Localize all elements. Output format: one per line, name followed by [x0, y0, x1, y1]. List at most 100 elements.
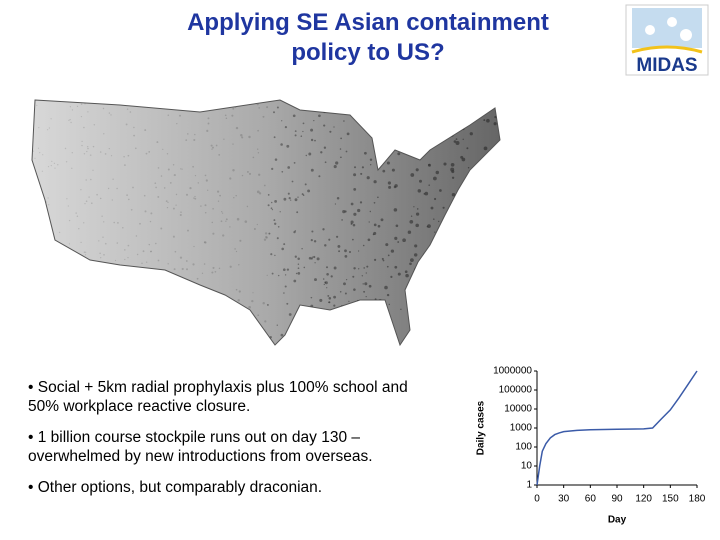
map-dot	[256, 190, 260, 194]
map-dot	[301, 193, 304, 196]
map-dot	[203, 241, 206, 244]
map-dot	[370, 164, 372, 166]
map-dot	[68, 243, 71, 245]
map-dot	[428, 184, 430, 186]
map-dot	[360, 172, 363, 175]
map-dot	[266, 274, 268, 277]
map-dot	[100, 257, 102, 259]
map-dot	[160, 296, 163, 300]
map-dot	[199, 314, 201, 316]
map-dot	[207, 117, 210, 120]
map-dot	[269, 336, 272, 339]
map-dot	[448, 308, 453, 313]
map-dot	[288, 313, 292, 316]
map-dot	[343, 282, 346, 286]
map-dot	[127, 256, 129, 259]
map-dot	[493, 122, 497, 126]
map-dot	[445, 123, 448, 126]
map-dot	[167, 168, 170, 171]
map-dot	[450, 259, 452, 261]
map-dot	[263, 184, 266, 187]
map-dot	[460, 288, 463, 291]
map-dot	[474, 238, 477, 241]
y-tick-label: 1	[526, 480, 532, 491]
map-dot	[366, 176, 370, 180]
map-dot	[439, 189, 442, 192]
map-dot	[36, 237, 38, 239]
map-dot	[148, 243, 151, 246]
map-dot	[104, 282, 106, 285]
map-dot	[323, 283, 325, 286]
map-dot	[330, 275, 333, 278]
map-dot	[212, 266, 215, 269]
map-dot	[435, 170, 440, 175]
map-dot	[139, 222, 141, 225]
map-dot	[175, 193, 178, 196]
map-dot	[431, 322, 433, 324]
map-dot	[141, 262, 143, 264]
map-dot	[138, 95, 140, 97]
map-dot	[483, 100, 488, 104]
map-dot	[475, 109, 478, 112]
map-dot	[502, 104, 504, 106]
map-dot	[37, 147, 40, 149]
map-dot	[212, 208, 214, 210]
map-dot	[485, 274, 489, 278]
map-dot	[416, 107, 418, 109]
logo-sky	[632, 8, 702, 48]
map-dot	[271, 208, 274, 211]
map-dot	[474, 239, 478, 243]
map-dot	[211, 221, 214, 224]
map-dot	[494, 115, 497, 119]
map-dot	[496, 207, 500, 211]
map-dot	[78, 278, 80, 281]
map-dot	[322, 278, 325, 280]
map-dot	[286, 334, 290, 338]
map-dot	[344, 110, 347, 114]
map-dot	[111, 286, 113, 289]
map-dot	[258, 192, 262, 195]
map-dot	[147, 312, 150, 315]
map-dot	[238, 290, 241, 293]
map-dot	[125, 123, 128, 126]
map-dot	[50, 290, 52, 292]
map-dot	[267, 204, 270, 207]
map-dot	[295, 272, 298, 275]
map-dot	[172, 163, 175, 166]
map-dot	[444, 258, 447, 261]
map-dot	[326, 287, 328, 289]
map-dot	[454, 304, 458, 308]
map-dot	[336, 196, 340, 200]
map-dot	[491, 189, 493, 192]
map-dot	[442, 329, 445, 332]
map-dot	[432, 132, 436, 136]
map-dot	[116, 308, 119, 310]
map-dot	[221, 211, 223, 213]
map-dot	[50, 164, 52, 167]
map-dot	[224, 346, 226, 348]
x-tick-label: 30	[558, 494, 570, 505]
map-dot	[484, 269, 489, 274]
map-dot	[310, 304, 314, 308]
map-dot	[481, 172, 483, 174]
map-dot	[318, 175, 321, 178]
map-dot	[483, 146, 488, 151]
us-map	[31, 95, 504, 348]
map-dot	[333, 165, 337, 169]
map-dot	[65, 161, 68, 163]
map-dot	[350, 202, 354, 206]
map-dot	[348, 300, 350, 302]
map-dot	[407, 290, 410, 292]
map-dot	[436, 308, 440, 312]
map-dot	[433, 240, 437, 244]
map-dot	[373, 180, 377, 184]
map-dot	[218, 154, 221, 156]
map-dot	[314, 139, 316, 142]
map-dot	[108, 147, 110, 150]
map-dot	[333, 304, 336, 307]
map-dot	[409, 262, 412, 266]
map-dot	[297, 267, 300, 270]
map-dot	[343, 120, 345, 122]
map-dot	[363, 290, 366, 293]
